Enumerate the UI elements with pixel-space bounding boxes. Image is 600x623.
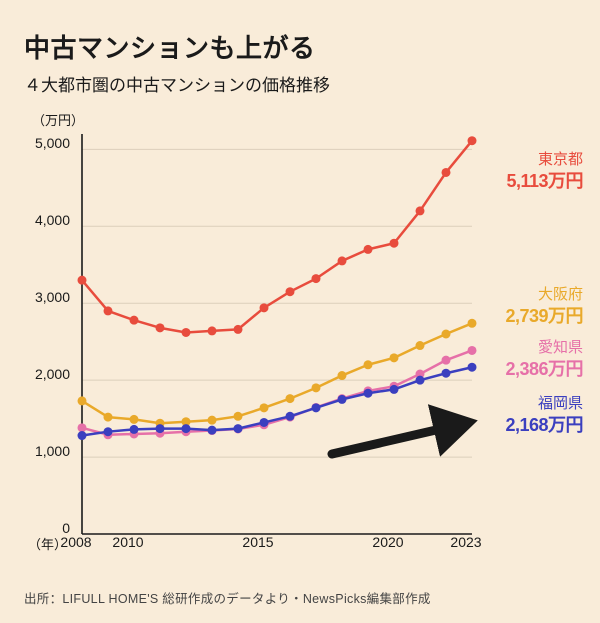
x-tick-label: 2020: [372, 534, 403, 550]
series-name: 東京都: [506, 150, 583, 170]
series-value: 2,386万円: [505, 358, 583, 381]
series-value: 5,113万円: [506, 170, 583, 193]
series-label: 福岡県 2,168万円: [505, 394, 583, 437]
x-tick-label: 2023: [450, 534, 481, 550]
series-value: 2,168万円: [505, 414, 583, 437]
y-tick-label: 4,000: [35, 212, 70, 228]
y-axis-unit: （万円）: [32, 110, 84, 129]
y-tick-label: 3,000: [35, 289, 70, 305]
series-value: 2,739万円: [505, 305, 583, 328]
y-tick-label: 1,000: [35, 443, 70, 459]
series-label: 大阪府 2,739万円: [505, 285, 583, 328]
x-tick-label: 2015: [242, 534, 273, 550]
y-tick-label: 5,000: [35, 135, 70, 151]
series-name: 大阪府: [505, 285, 583, 305]
x-axis-unit: （年）: [28, 534, 67, 553]
chart-container: 中古マンションも上がる ４大都市圏の中古マンションの価格推移 （万円） 01,0…: [0, 0, 600, 623]
series-label: 東京都 5,113万円: [506, 150, 583, 193]
y-tick-label: 2,000: [35, 366, 70, 382]
line-chart-plot: [76, 128, 478, 540]
chart-subtitle: ４大都市圏の中古マンションの価格推移: [24, 71, 580, 96]
series-name: 福岡県: [505, 394, 583, 414]
series-name: 愛知県: [505, 338, 583, 358]
chart-area: （万円） 01,0002,0003,0004,0005,000 東京都 5,11…: [24, 110, 577, 560]
series-label: 愛知県 2,386万円: [505, 338, 583, 381]
chart-title: 中古マンションも上がる: [24, 28, 580, 65]
x-tick-label: 2010: [112, 534, 143, 550]
chart-source: 出所：LIFULL HOME'S 総研作成のデータより・NewsPicks編集部…: [24, 588, 431, 607]
